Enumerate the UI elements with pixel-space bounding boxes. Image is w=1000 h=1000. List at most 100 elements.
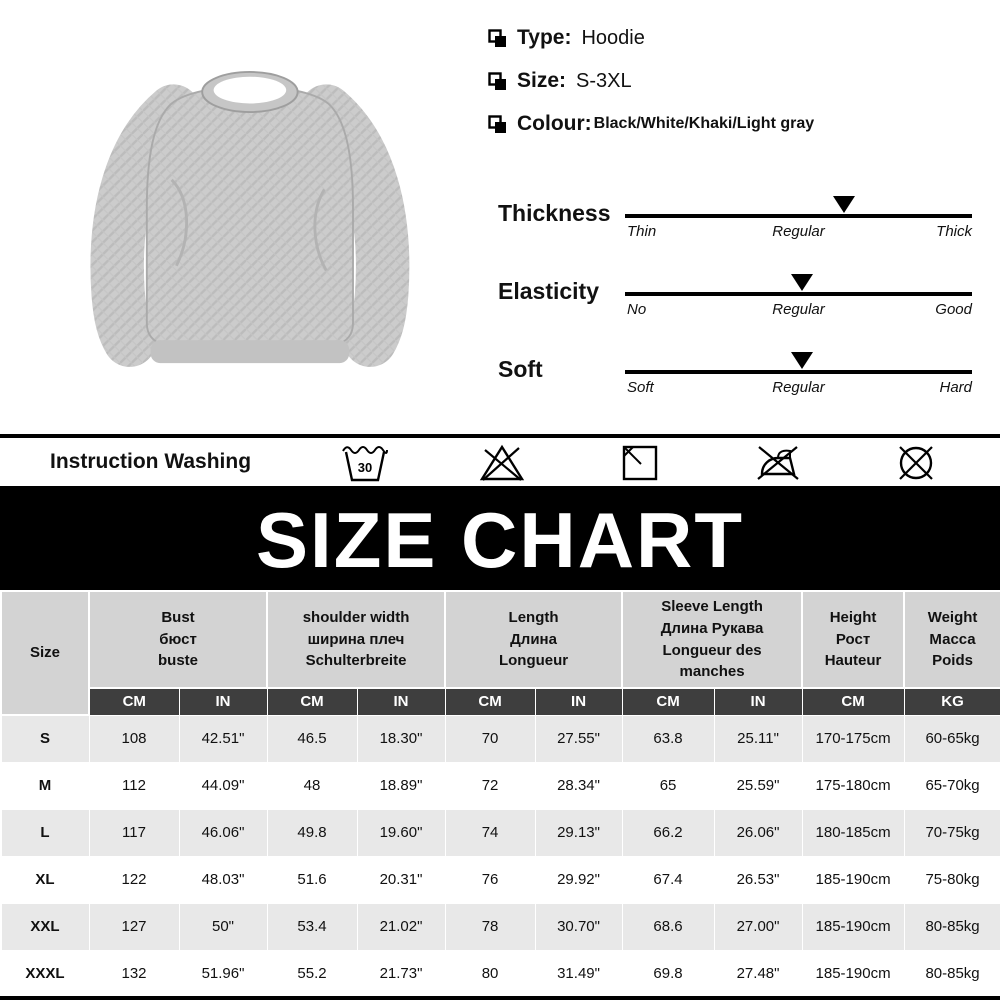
value-cell: 31.49"	[534, 949, 623, 998]
value-cell: 117	[88, 808, 180, 857]
size-table-header: Size Bust бюст buste shoulder width шири…	[0, 590, 1000, 716]
subheader-cell: IN	[178, 687, 268, 716]
do-not-bleach-icon	[478, 441, 526, 483]
value-cell: 46.5	[266, 714, 358, 763]
slider-right-label: Thick	[936, 223, 972, 240]
do-not-dry-clean-icon	[892, 441, 940, 483]
spec-row-colour: Colour: Black/White/Khaki/Light gray	[487, 108, 814, 140]
bottom-border	[0, 996, 1000, 1000]
table-row: XL 122 48.03" 51.6 20.31" 76 29.92" 67.4 26.53" 1…	[0, 855, 1000, 904]
value-cell: 20.31"	[356, 855, 446, 904]
slider-right-label: Hard	[939, 379, 972, 396]
table-row: XXXL 132 51.96" 55.2 21.73" 80 31.49" 69.8 27.48…	[0, 949, 1000, 998]
size-chart-banner: SIZE CHART	[0, 490, 1000, 590]
value-cell: 175-180cm	[801, 761, 905, 810]
slider-mid-label: Regular	[772, 379, 825, 396]
subheader-cell: CM	[621, 687, 715, 716]
slider-mid-label: Regular	[772, 301, 825, 318]
col-bust: Bust бюст buste	[87, 590, 269, 689]
wash-30-icon: 30	[341, 441, 389, 483]
value-cell: 70	[444, 714, 536, 763]
value-cell: 51.6	[266, 855, 358, 904]
washing-title: Instruction Washing	[50, 450, 252, 473]
col-height: Height Рост Hauteur	[801, 590, 906, 689]
slider-row-soft: Soft Soft Regular Hard	[498, 342, 972, 420]
value-cell: 46.06"	[178, 808, 268, 857]
value-cell: 29.13"	[534, 808, 623, 857]
value-cell: 65-70kg	[903, 761, 1000, 810]
value-cell: 67.4	[621, 855, 715, 904]
slider-track: Soft Regular Hard	[625, 342, 972, 420]
col-length: Length Длина Longueur	[444, 590, 624, 689]
subheader-cell: CM	[88, 687, 180, 716]
value-cell: 29.92"	[534, 855, 623, 904]
value-cell: 112	[88, 761, 180, 810]
value-cell: 25.11"	[713, 714, 803, 763]
subheader-cell: CM	[266, 687, 358, 716]
slider-line	[625, 214, 972, 218]
value-cell: 122	[88, 855, 180, 904]
attribute-sliders: Thickness Thin Regular Thick Elasticity	[498, 186, 972, 420]
triangle-marker-icon	[790, 274, 813, 291]
value-cell: 170-175cm	[801, 714, 905, 763]
value-cell: 48	[266, 761, 358, 810]
size-cell: XXXL	[0, 949, 90, 998]
colour-label: Colour:	[517, 112, 592, 135]
value-cell: 21.02"	[356, 902, 446, 951]
subheader-row: CM IN CM IN CM IN CM IN CM KG	[1, 687, 1000, 716]
slider-end-labels: Thin Regular Thick	[625, 223, 972, 245]
type-value: Hoodie	[581, 26, 645, 49]
size-table-body: S 108 42.51" 46.5 18.30" 70 27.55" 63.8 25.11" 17…	[0, 714, 1000, 998]
value-cell: 76	[444, 855, 536, 904]
top-section: Type: Hoodie Size: S-3XL Colour: Black/W…	[0, 0, 1000, 434]
spec-list: Type: Hoodie Size: S-3XL Colour: Black/W…	[487, 22, 814, 151]
subheader-cell: KG	[903, 687, 1000, 716]
value-cell: 80-85kg	[903, 949, 1000, 998]
value-cell: 65	[621, 761, 715, 810]
value-cell: 68.6	[621, 902, 715, 951]
value-cell: 27.00"	[713, 902, 803, 951]
subheader-cell: IN	[356, 687, 446, 716]
triangle-marker-icon	[832, 196, 855, 213]
size-cell: XXL	[0, 902, 90, 951]
value-cell: 180-185cm	[801, 808, 905, 857]
value-cell: 26.06"	[713, 808, 803, 857]
slider-name: Thickness	[498, 200, 611, 226]
value-cell: 72	[444, 761, 536, 810]
square-bullet-icon	[487, 28, 507, 48]
col-sleeve-length: Sleeve Length Длина Рукава Longueur des …	[621, 590, 804, 689]
spec-row-type: Type: Hoodie	[487, 22, 814, 54]
slider-end-labels: No Regular Good	[625, 301, 972, 323]
size-cell: M	[0, 761, 90, 810]
size-label: Size:	[517, 69, 567, 92]
value-cell: 27.48"	[713, 949, 803, 998]
value-cell: 53.4	[266, 902, 358, 951]
product-image	[28, 8, 468, 428]
subheader-cell: IN	[713, 687, 803, 716]
size-cell: L	[0, 808, 90, 857]
value-cell: 66.2	[621, 808, 715, 857]
triangle-marker-icon	[790, 352, 813, 369]
table-row: M 112 44.09" 48 18.89" 72 28.34" 65 25.59" 175-18…	[0, 761, 1000, 810]
washing-icons: 30	[296, 441, 985, 483]
group-header-row: Size Bust бюст buste shoulder width шири…	[0, 590, 1000, 716]
slider-track: No Regular Good	[625, 264, 972, 342]
dry-in-shade-icon	[616, 441, 664, 483]
value-cell: 51.96"	[178, 949, 268, 998]
washing-instruction-bar: Instruction Washing 30	[0, 434, 1000, 490]
slider-right-label: Good	[935, 301, 972, 318]
size-value: S-3XL	[576, 69, 632, 92]
value-cell: 44.09"	[178, 761, 268, 810]
value-cell: 185-190cm	[801, 855, 905, 904]
slider-name: Soft	[498, 356, 543, 382]
value-cell: 75-80kg	[903, 855, 1000, 904]
slider-mid-label: Regular	[772, 223, 825, 240]
slider-name: Elasticity	[498, 278, 599, 304]
value-cell: 60-65kg	[903, 714, 1000, 763]
square-bullet-icon	[487, 114, 507, 134]
value-cell: 80-85kg	[903, 902, 1000, 951]
value-cell: 27.55"	[534, 714, 623, 763]
slider-line	[625, 292, 972, 296]
value-cell: 42.51"	[178, 714, 268, 763]
